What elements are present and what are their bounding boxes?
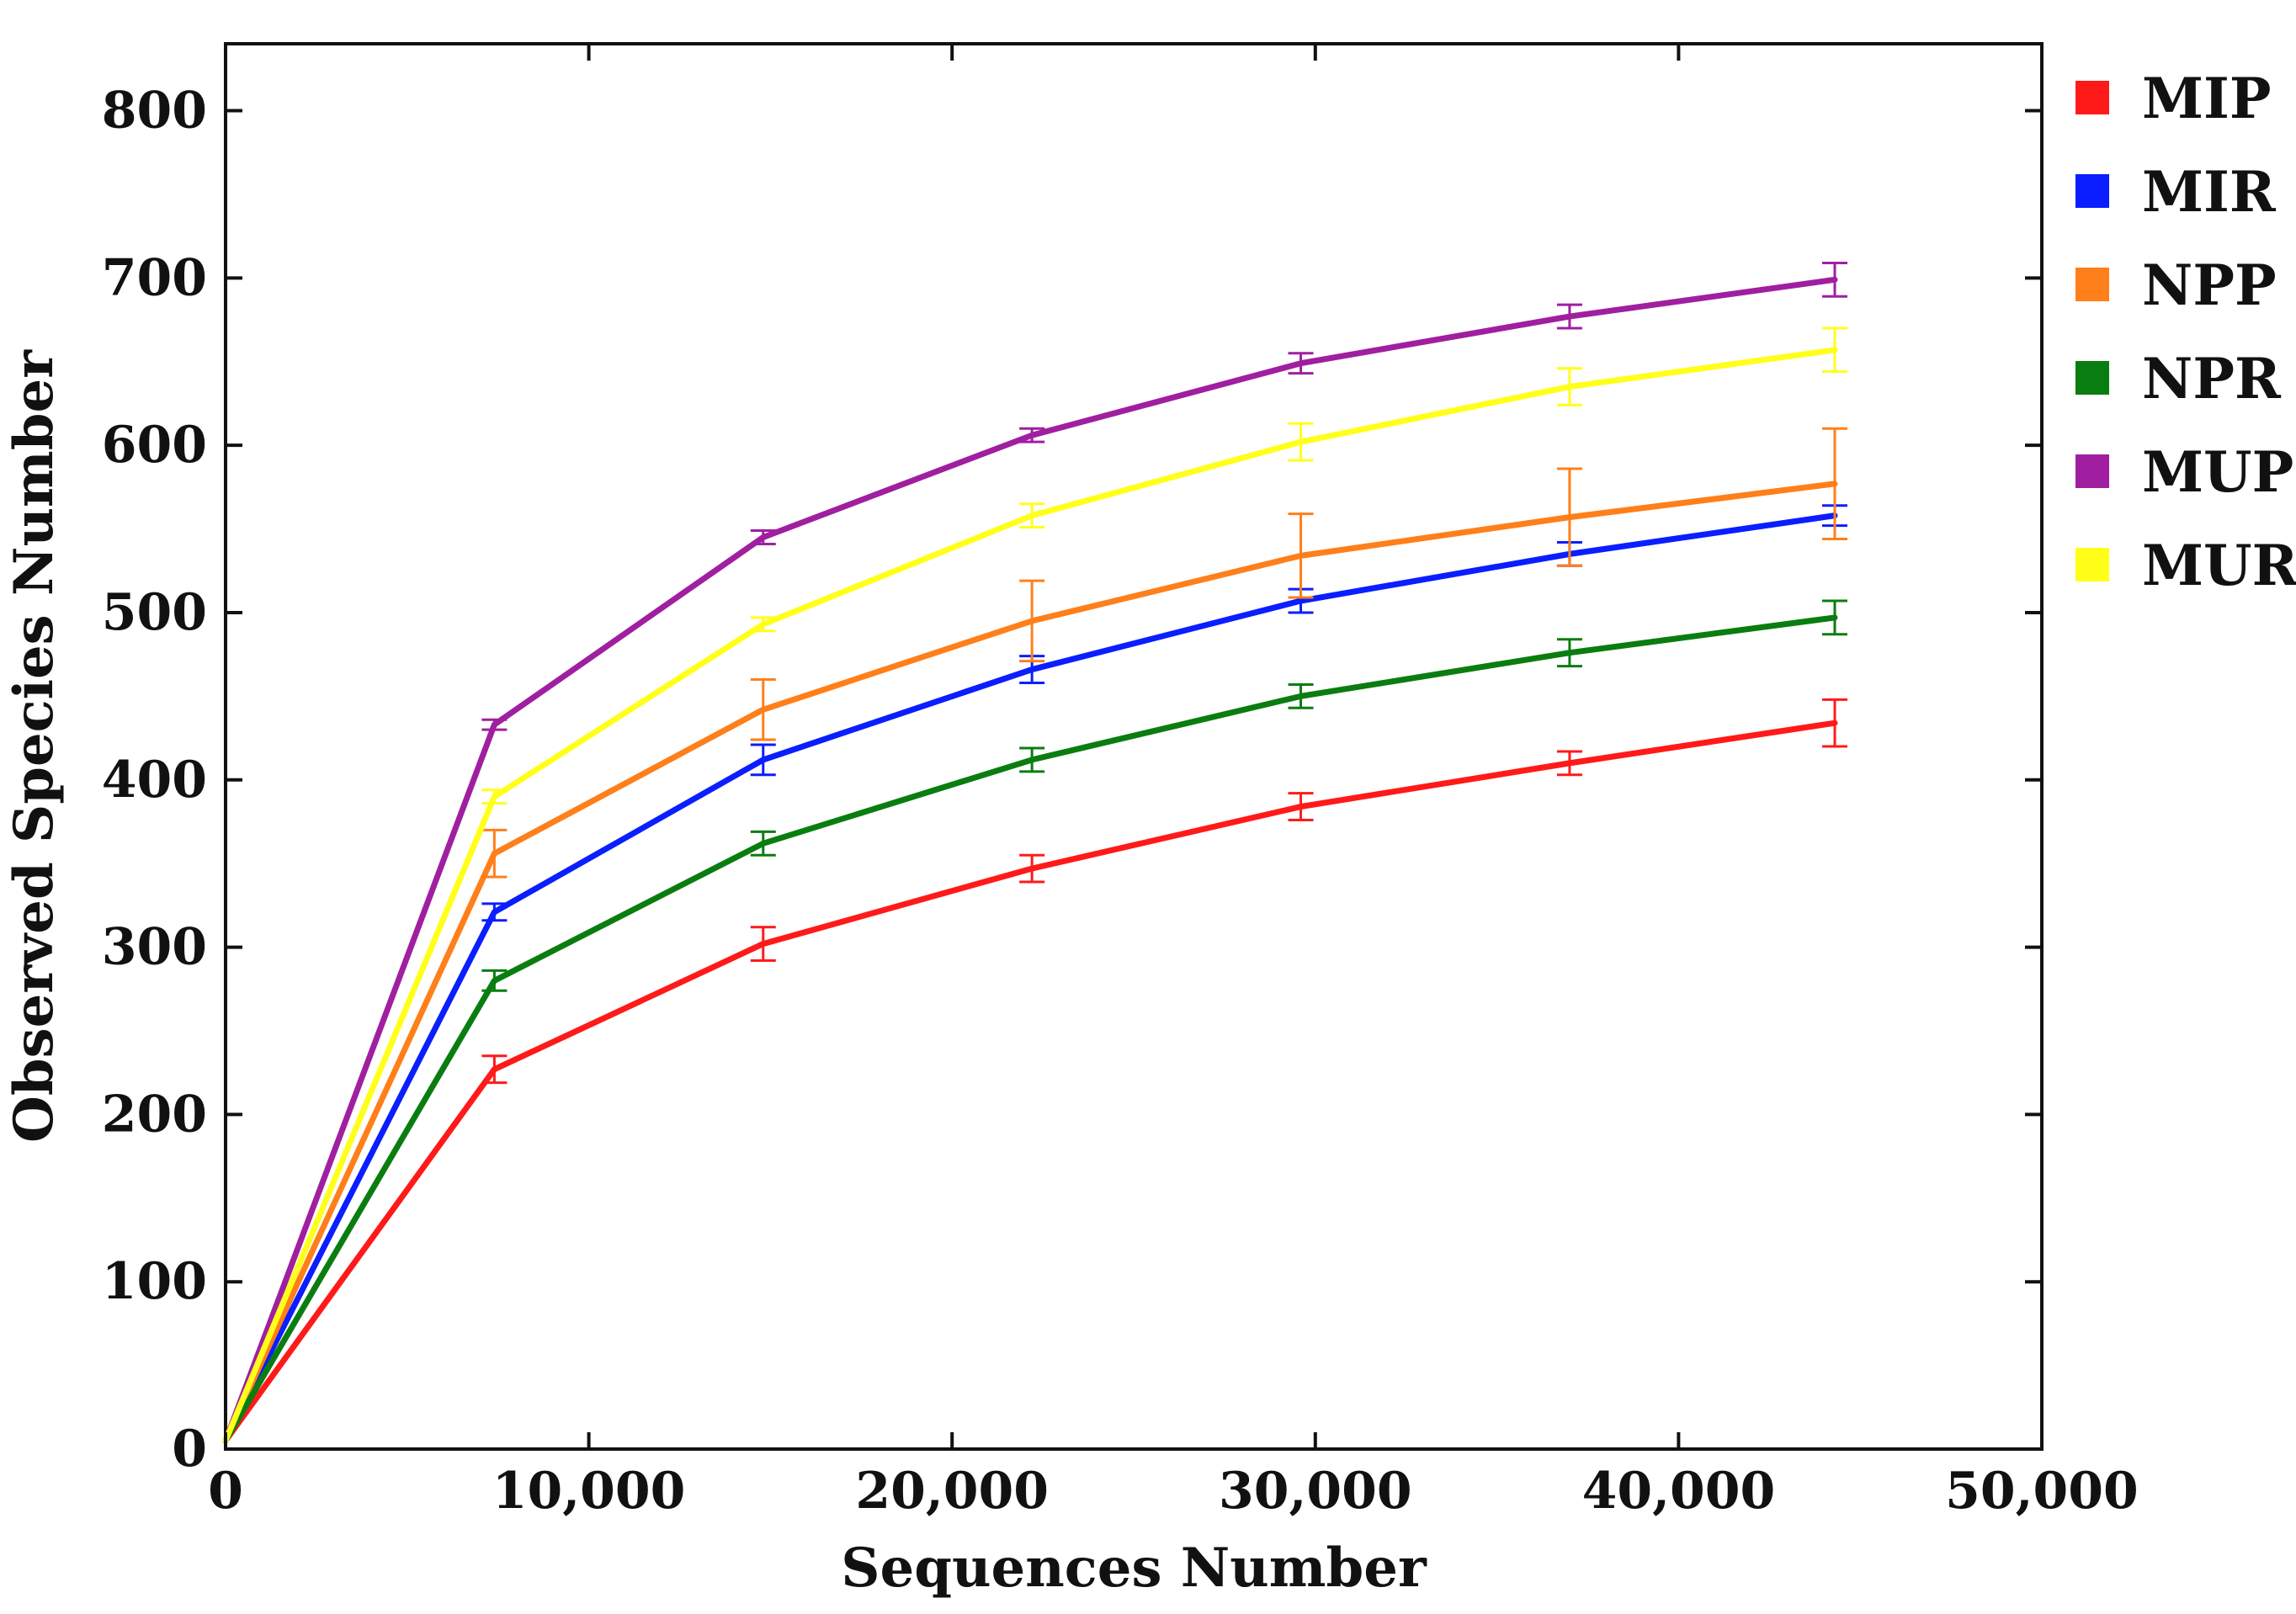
- legend-swatch: [2075, 548, 2109, 581]
- legend-swatch: [2075, 81, 2109, 114]
- error-bar: [750, 616, 776, 633]
- series-mur: [222, 327, 1847, 1444]
- y-tick-label: 200: [102, 1085, 207, 1144]
- error-bar: [1821, 698, 1847, 748]
- legend-label: NPR: [2142, 346, 2282, 411]
- error-bar: [1288, 512, 1314, 599]
- error-bar: [1556, 467, 1582, 567]
- error-bar: [1288, 422, 1314, 462]
- error-bar: [1019, 502, 1045, 529]
- error-bar: [750, 529, 776, 545]
- x-tick-label: 30,000: [1219, 1462, 1412, 1521]
- plot-area: [224, 42, 2044, 1451]
- legend-label: MUP: [2142, 439, 2293, 505]
- series-line: [222, 719, 1838, 1444]
- x-tick-label: 40,000: [1582, 1462, 1776, 1521]
- legend-item-npr: NPR: [2075, 346, 2282, 411]
- x-axis-title: Sequences Number: [841, 1537, 1427, 1600]
- error-bar: [1556, 638, 1582, 668]
- error-bar: [1821, 599, 1847, 636]
- error-bar: [1288, 682, 1314, 709]
- x-tick-label: 50,000: [1945, 1462, 2139, 1521]
- error-bar: [481, 969, 508, 992]
- error-bar: [1821, 261, 1847, 298]
- error-bar: [481, 828, 508, 879]
- series-mip: [222, 698, 1847, 1444]
- legend-label: MIR: [2142, 159, 2277, 225]
- legend-swatch: [2075, 268, 2109, 301]
- y-tick-label: 300: [102, 918, 207, 977]
- error-bar: [750, 743, 776, 777]
- legend-item-mir: MIR: [2075, 159, 2277, 225]
- legend-item-mup: MUP: [2075, 439, 2293, 505]
- x-tick-label: 20,000: [855, 1462, 1049, 1521]
- error-bar: [481, 902, 508, 922]
- error-bar: [750, 830, 776, 857]
- error-bar: [1821, 427, 1847, 540]
- y-tick-label: 800: [102, 82, 207, 141]
- error-bar: [750, 677, 776, 741]
- series-line: [222, 614, 1838, 1444]
- legend-label: NPP: [2142, 252, 2277, 318]
- y-tick-label: 400: [102, 751, 207, 810]
- legend-swatch: [2075, 174, 2109, 208]
- error-bar: [1288, 792, 1314, 821]
- series-npp: [222, 427, 1847, 1444]
- error-bar: [1556, 303, 1582, 330]
- y-tick-label: 0: [172, 1420, 207, 1479]
- legend: MIP MIR NPP NPR MUP MUR: [2075, 66, 2296, 598]
- y-tick-label: 700: [102, 248, 207, 307]
- series-layer: [222, 261, 1847, 1444]
- error-bar: [481, 1054, 508, 1085]
- plot-frame: [224, 42, 2044, 1451]
- legend-label: MIP: [2142, 66, 2272, 131]
- legend-swatch: [2075, 454, 2109, 488]
- x-tick-label: 10,000: [492, 1462, 686, 1521]
- error-bar: [1556, 750, 1582, 777]
- error-bar: [481, 788, 508, 805]
- y-tick-label: 100: [102, 1252, 207, 1311]
- legend-swatch: [2075, 361, 2109, 395]
- series-npr: [222, 599, 1847, 1444]
- error-bar: [1556, 367, 1582, 406]
- legend-item-npp: NPP: [2075, 252, 2277, 318]
- error-bar: [1821, 327, 1847, 374]
- error-bar: [481, 718, 508, 731]
- legend-item-mur: MUR: [2075, 533, 2296, 598]
- error-bar: [1019, 746, 1045, 773]
- error-bar: [750, 926, 776, 962]
- y-tick-label: 500: [102, 583, 207, 642]
- legend-label: MUR: [2142, 533, 2296, 598]
- series-mup: [222, 261, 1847, 1444]
- x-tick-label: 0: [208, 1462, 243, 1521]
- error-bar: [1019, 427, 1045, 443]
- error-bar: [1288, 352, 1314, 375]
- y-tick-label: 600: [102, 416, 207, 475]
- error-bar: [1019, 579, 1045, 663]
- legend-item-mip: MIP: [2075, 66, 2272, 131]
- y-axis-title: Observed Species Number: [3, 349, 66, 1143]
- error-bar: [1019, 853, 1045, 884]
- axes: 0 100 200 300 400 500 600 700 800 0 10,000 20,000 30…: [102, 44, 2139, 1521]
- series-line: [222, 512, 1838, 1444]
